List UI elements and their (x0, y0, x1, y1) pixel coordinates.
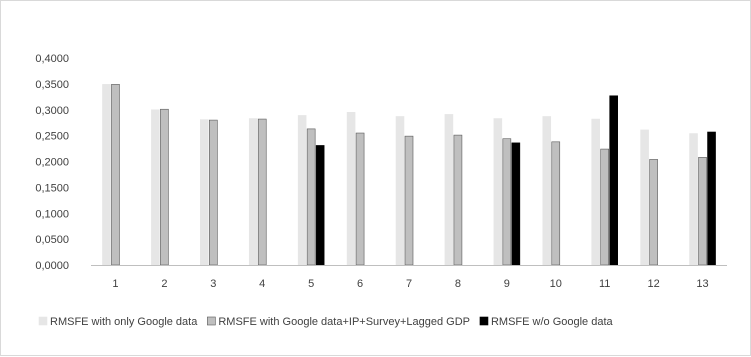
y-tick-label: 0,3000 (35, 105, 69, 117)
x-tick-label: 3 (210, 278, 216, 290)
x-tick-label: 7 (406, 278, 412, 290)
legend-label-3: RMSFE w/o Google data (491, 316, 614, 328)
legend: RMSFE with only Google data RMSFE with Go… (38, 316, 614, 328)
bar-series-3-cat-9 (511, 142, 521, 266)
bar-series-2-cat-11 (600, 148, 609, 266)
bar-series-1-cat-12 (640, 129, 649, 266)
bar-series-1-cat-7 (395, 116, 405, 266)
bar-series-1-cat-5 (297, 115, 307, 266)
y-tick-label: 0,0500 (35, 234, 69, 246)
bar-series-1-cat-2 (151, 109, 160, 266)
bar-series-2-cat-6 (355, 132, 365, 266)
x-tick-label: 2 (161, 278, 167, 290)
legend-swatch-2 (207, 316, 216, 326)
x-tick-label: 6 (357, 278, 363, 290)
x-tick-label: 10 (550, 278, 562, 290)
x-tick-label: 5 (308, 278, 314, 290)
x-tick-label: 1 (112, 278, 118, 290)
bar-series-1-cat-9 (493, 118, 503, 266)
bar-series-1-cat-1 (102, 84, 111, 266)
bar-series-2-cat-12 (649, 159, 658, 266)
bar-series-1-cat-10 (542, 116, 552, 266)
x-tick-label: 13 (696, 278, 708, 290)
y-tick-label: 0,4000 (35, 53, 69, 65)
y-tick-label: 0,1000 (35, 208, 69, 220)
y-tick-label: 0,1500 (35, 182, 69, 194)
bar-series-2-cat-1 (111, 84, 120, 266)
x-tick-label: 12 (647, 278, 659, 290)
bar-series-3-cat-13 (707, 131, 716, 266)
bar-series-3-cat-5 (315, 145, 325, 266)
x-tick-label: 8 (455, 278, 461, 290)
bar-series-1-cat-4 (248, 118, 258, 266)
bar-series-1-cat-6 (346, 112, 356, 266)
bar-series-2-cat-8 (453, 134, 463, 266)
y-tick-label: 0,3500 (35, 79, 69, 91)
bar-series-2-cat-7 (404, 135, 414, 266)
y-tick-label: 0,2500 (35, 131, 69, 143)
y-axis-ticks: 0,0000 0,0500 0,1000 0,1500 0,2000 0,2500 0,30… (35, 53, 69, 272)
x-tick-label: 11 (599, 278, 610, 290)
bar-series-2-cat-13 (698, 157, 707, 266)
legend-swatch-3 (479, 316, 489, 326)
y-tick-label: 0,2000 (35, 157, 69, 169)
bar-series-3-cat-11 (609, 95, 618, 266)
bar-series-2-cat-3 (209, 119, 218, 266)
bar-series-2-cat-4 (257, 118, 267, 266)
legend-label-1: RMSFE with only Google data (50, 316, 198, 328)
x-tick-label: 4 (259, 278, 265, 290)
bar-series-2-cat-10 (551, 141, 561, 266)
bar-series-1-cat-8 (444, 114, 454, 266)
bar-series-1-cat-11 (591, 118, 600, 266)
bars (102, 84, 716, 266)
legend-label-2: RMSFE with Google data+IP+Survey+Lagged … (218, 316, 470, 328)
x-tick-label: 9 (504, 278, 510, 290)
bar-series-2-cat-2 (160, 108, 169, 266)
bar-series-2-cat-9 (502, 138, 512, 266)
y-tick-label: 0,0000 (35, 260, 69, 272)
legend-swatch-1 (38, 316, 48, 326)
x-axis-ticks: 1 2 3 4 5 6 7 8 9 10 11 12 13 (112, 278, 708, 290)
bar-series-1-cat-3 (200, 119, 209, 266)
bar-series-2-cat-5 (306, 128, 316, 266)
bar-series-1-cat-13 (689, 133, 698, 266)
